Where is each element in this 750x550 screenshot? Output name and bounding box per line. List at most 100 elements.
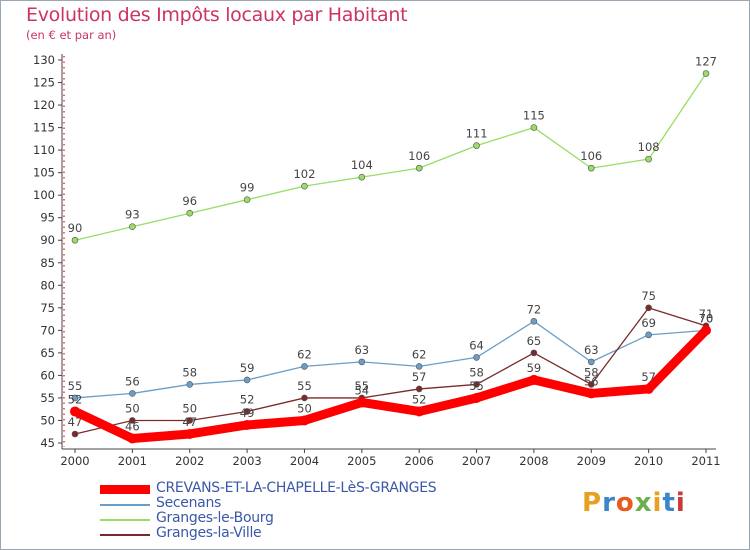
data-label-0: 52 [412, 392, 427, 406]
y-tick-label: 85 [40, 256, 55, 270]
data-label-3: 47 [68, 415, 83, 429]
data-point-2 [301, 182, 308, 190]
data-label-1: 64 [469, 338, 484, 352]
x-tick-label: 2004 [290, 454, 319, 468]
x-tick-label: 2009 [577, 454, 606, 468]
brand-letter: x [634, 488, 653, 518]
data-label-1: 62 [297, 347, 312, 361]
data-point-3 [530, 349, 538, 357]
y-tick-label: 70 [40, 323, 55, 337]
brand-logo: Proxiti [582, 488, 686, 518]
brand-letter: P [582, 488, 603, 518]
data-point-1 [243, 376, 251, 384]
x-tick-label: 2008 [519, 454, 548, 468]
y-tick-label: 110 [33, 143, 55, 157]
y-tick-label: 60 [40, 368, 55, 382]
y-tick-label: 120 [33, 98, 55, 112]
data-label-0: 50 [297, 401, 312, 415]
brand-letter: t [662, 488, 676, 518]
data-label-2: 111 [466, 127, 488, 141]
y-tick-label: 50 [40, 413, 55, 427]
data-point-1 [71, 394, 79, 402]
x-tick-label: 2000 [60, 454, 89, 468]
data-label-1: 72 [527, 302, 542, 316]
data-point-0 [299, 415, 310, 426]
legend-item: Granges-le-Bourg [100, 510, 520, 528]
x-tick-label: 2005 [347, 454, 376, 468]
brand-letter: i [652, 488, 663, 518]
data-label-3: 57 [412, 370, 427, 384]
data-label-2: 104 [351, 158, 373, 172]
data-point-0 [528, 374, 539, 385]
data-label-2: 99 [240, 181, 255, 195]
data-point-0 [70, 406, 80, 417]
data-point-2 [587, 164, 595, 172]
series-line-2 [74, 72, 707, 241]
data-point-1 [587, 358, 595, 366]
data-point-3 [473, 381, 480, 388]
data-label-2: 106 [408, 149, 430, 163]
x-tick-label: 2002 [175, 454, 204, 468]
data-point-1 [129, 390, 136, 397]
data-label-1: 59 [240, 361, 255, 375]
data-label-0: 46 [125, 419, 140, 433]
data-label-2: 127 [695, 55, 717, 69]
chart-subtitle: (en € et par an) [26, 28, 117, 42]
data-point-3 [186, 417, 194, 424]
data-label-1: 63 [354, 343, 369, 357]
series-line-1 [74, 320, 707, 399]
data-label-0: 52 [68, 392, 83, 406]
brand-letter: o [615, 488, 635, 518]
data-point-0 [184, 428, 195, 439]
data-point-0 [701, 325, 711, 336]
data-label-0: 47 [182, 415, 197, 429]
data-point-3 [243, 408, 251, 415]
data-point-3 [129, 417, 136, 424]
y-tick-label: 80 [40, 278, 55, 292]
data-label-2: 90 [68, 221, 83, 235]
series-line-0 [70, 325, 711, 443]
data-point-2 [186, 209, 194, 217]
data-point-3 [645, 304, 652, 312]
legend-item: Granges-la-Ville [100, 525, 520, 543]
data-point-3 [415, 385, 423, 393]
data-label-3: 58 [469, 365, 484, 379]
data-label-1: 58 [182, 365, 197, 379]
x-tick-label: 2003 [232, 454, 261, 468]
data-label-1: 69 [641, 316, 656, 330]
legend-swatch [100, 504, 150, 506]
data-point-1 [186, 381, 194, 388]
data-label-1: 55 [68, 379, 83, 393]
data-label-3: 75 [641, 289, 656, 303]
legend-item: CREVANS-ET-LA-CHAPELLE-LèS-GRANGES [100, 480, 520, 498]
data-label-0: 57 [641, 370, 656, 384]
data-point-2 [243, 196, 251, 203]
x-tick-label: 2010 [634, 454, 663, 468]
legend-item: Secenans [100, 495, 520, 513]
data-point-0 [414, 406, 425, 417]
data-point-0 [586, 388, 597, 399]
data-point-1 [358, 358, 366, 366]
data-point-1 [530, 318, 538, 325]
x-tick-label: 2007 [462, 454, 491, 468]
brand-letter: i [675, 488, 686, 518]
data-point-0 [356, 397, 367, 408]
y-tick-label: 55 [40, 391, 55, 405]
data-label-1: 62 [412, 347, 427, 361]
y-tick-label: 130 [33, 53, 55, 67]
data-point-0 [643, 383, 654, 394]
data-label-2: 108 [638, 140, 660, 154]
data-point-1 [415, 363, 423, 370]
data-point-0 [471, 392, 482, 403]
data-label-0: 49 [240, 406, 255, 420]
y-tick-label: 75 [40, 301, 55, 315]
data-point-1 [473, 354, 480, 361]
data-label-0: 54 [354, 383, 369, 397]
data-point-2 [473, 142, 480, 149]
data-label-0: 56 [584, 374, 599, 388]
data-point-1 [301, 363, 308, 370]
brand-letter: r [602, 488, 616, 518]
y-tick-label: 90 [40, 233, 55, 247]
